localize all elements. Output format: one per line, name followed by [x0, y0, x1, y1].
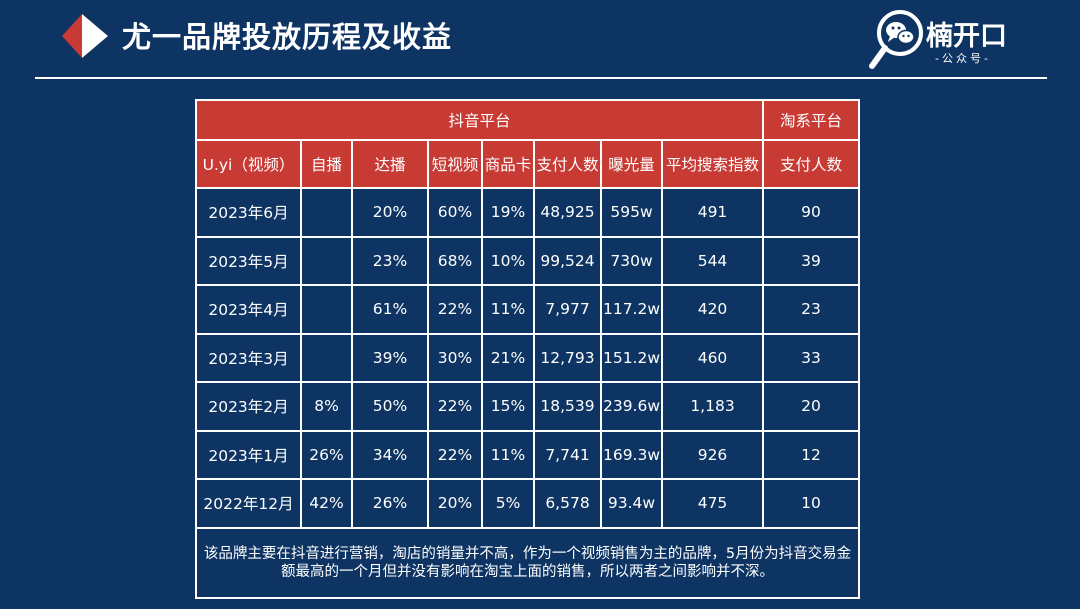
table-cell: 117.2w [600, 284, 663, 335]
table-cell: 7,741 [533, 429, 602, 480]
table-cell: 33 [762, 332, 861, 383]
table-row: 2023年1月 26% 34% 22% 11% 7,741 169.3w 926… [195, 429, 861, 480]
table-cell [300, 284, 353, 335]
table-row: 2023年4月 61% 22% 11% 7,977 117.2w 420 23 [195, 284, 861, 335]
table-cell: 42% [300, 478, 353, 529]
table-cell: 26% [351, 478, 429, 529]
table-cell: 475 [660, 478, 765, 529]
table-cell: 5% [481, 478, 535, 529]
table-cell: 1,183 [660, 381, 765, 432]
table-row: 2023年6月 20% 60% 19% 48,925 595w 491 90 [195, 187, 861, 238]
column-header-row: U.yi（视频） 自播 达播 短视频 商品卡 支付人数 曝光量 平均搜索指数 支… [195, 139, 861, 189]
table-row: 2023年2月 8% 50% 22% 15% 18,539 239.6w 1,1… [195, 381, 861, 432]
taobao-platform-header: 淘系平台 [762, 99, 861, 141]
column-header: 商品卡 [481, 139, 535, 189]
table-cell: 19% [481, 187, 535, 238]
table-cell: 2023年4月 [195, 284, 302, 335]
column-header: 短视频 [427, 139, 483, 189]
table-cell: 2023年2月 [195, 381, 302, 432]
table-cell: 420 [660, 284, 765, 335]
column-header: 达播 [351, 139, 429, 189]
column-header: 平均搜索指数 [660, 139, 765, 189]
table-cell: 22% [427, 429, 483, 480]
brand-name: 楠开口 [926, 21, 1007, 52]
table-cell [300, 332, 353, 383]
table-cell: 99,524 [533, 235, 602, 286]
table-cell: 60% [427, 187, 483, 238]
table-cell: 6,578 [533, 478, 602, 529]
table-cell: 23% [351, 235, 429, 286]
table-cell: 926 [660, 429, 765, 480]
table-cell: 20% [427, 478, 483, 529]
table-cell: 39 [762, 235, 861, 286]
table-cell: 2023年6月 [195, 187, 302, 238]
page-title: 尤一品牌投放历程及收益 [122, 20, 453, 54]
brand-subtitle: -公众号- [935, 52, 991, 65]
table-cell: 2023年5月 [195, 235, 302, 286]
brand-logo: 楠开口 -公众号- [866, 6, 1016, 72]
table-cell: 21% [481, 332, 535, 383]
note-row: 该品牌主要在抖音进行营销，淘店的销量并不高，作为一个视频销售为主的品牌，5月份为… [194, 526, 861, 599]
table-cell: 595w [600, 187, 663, 238]
table-cell: 10 [762, 478, 861, 529]
table-cell: 34% [351, 429, 429, 480]
data-table: 抖音平台 淘系平台 U.yi（视频） 自播 达播 短视频 商品卡 支付人数 曝光… [194, 99, 861, 599]
table-cell [300, 187, 353, 238]
table-cell: 2022年12月 [195, 478, 302, 529]
table-cell: 491 [660, 187, 765, 238]
table-cell: 12 [762, 429, 861, 480]
table-cell: 23 [762, 284, 861, 335]
table-cell: 239.6w [600, 381, 663, 432]
table-row: 2023年3月 39% 30% 21% 12,793 151.2w 460 33 [195, 332, 861, 383]
table-cell: 61% [351, 284, 429, 335]
table-cell: 22% [427, 284, 483, 335]
table-cell: 8% [300, 381, 353, 432]
table-cell: 50% [351, 381, 429, 432]
table-cell: 15% [481, 381, 535, 432]
table-cell: 11% [481, 284, 535, 335]
table-cell: 48,925 [533, 187, 602, 238]
table-cell: 2023年1月 [195, 429, 302, 480]
table-note: 该品牌主要在抖音进行营销，淘店的销量并不高，作为一个视频销售为主的品牌，5月份为… [194, 526, 861, 599]
table-cell: 151.2w [600, 332, 663, 383]
red-white-flag-icon [62, 14, 108, 58]
table-cell: 10% [481, 235, 535, 286]
column-header: U.yi（视频） [195, 139, 302, 189]
magnifier-wechat-icon [869, 10, 923, 69]
table-cell: 169.3w [600, 429, 663, 480]
table-cell: 26% [300, 429, 353, 480]
table-cell: 39% [351, 332, 429, 383]
table-cell [300, 235, 353, 286]
table-cell: 2023年3月 [195, 332, 302, 383]
column-header: 自播 [300, 139, 353, 189]
table-row: 2023年5月 23% 68% 10% 99,524 730w 544 39 [195, 235, 861, 286]
table-cell: 22% [427, 381, 483, 432]
table-cell: 18,539 [533, 381, 602, 432]
table-row: 2022年12月 42% 26% 20% 5% 6,578 93.4w 475 … [195, 478, 861, 529]
table-cell: 20% [351, 187, 429, 238]
douyin-platform-header: 抖音平台 [194, 99, 765, 141]
table-cell: 730w [600, 235, 663, 286]
table-cell: 90 [762, 187, 861, 238]
table-cell: 93.4w [600, 478, 663, 529]
table-cell: 544 [660, 235, 765, 286]
column-header: 曝光量 [600, 139, 663, 189]
column-header: 支付人数 [762, 139, 861, 189]
table-cell: 460 [660, 332, 765, 383]
table-cell: 12,793 [533, 332, 602, 383]
title-divider [35, 77, 1047, 79]
table-cell: 11% [481, 429, 535, 480]
column-header: 支付人数 [533, 139, 602, 189]
table-cell: 68% [427, 235, 483, 286]
table-cell: 30% [427, 332, 483, 383]
table-cell: 7,977 [533, 284, 602, 335]
group-header-row: 抖音平台 淘系平台 [194, 99, 861, 141]
table-cell: 20 [762, 381, 861, 432]
